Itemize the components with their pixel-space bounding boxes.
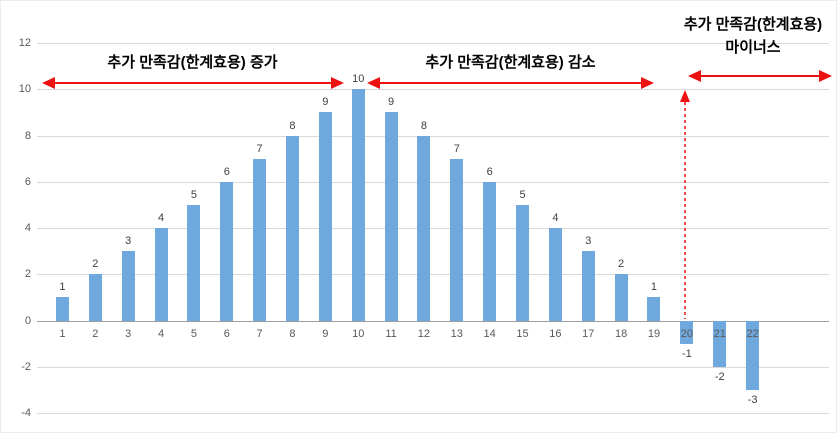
- x-axis-tick-label: 1: [59, 327, 66, 340]
- bar: [581, 251, 595, 321]
- bar: [187, 204, 201, 321]
- bar: [746, 320, 760, 390]
- bar-value-label: 9: [388, 96, 395, 109]
- bar-value-label: 3: [125, 235, 132, 248]
- x-axis-tick-label: 20: [680, 327, 693, 340]
- bar-value-label: 6: [223, 165, 230, 178]
- bar: [647, 297, 661, 321]
- annotation-increase-label: 추가 만족감(한계효용) 증가: [107, 54, 278, 71]
- bar-value-label: 6: [486, 165, 493, 178]
- y-axis-tick-label: 4: [24, 222, 31, 234]
- x-axis-tick-label: 3: [125, 327, 132, 340]
- bar: [614, 274, 628, 321]
- bar: [318, 112, 332, 321]
- x-axis-tick-label: 10: [352, 327, 365, 340]
- gridline: [37, 366, 829, 368]
- x-axis-tick-label: 19: [647, 327, 661, 340]
- gridline: [37, 181, 829, 183]
- bar-value-label: 2: [92, 258, 99, 271]
- x-axis-tick-label: 11: [385, 327, 397, 340]
- x-axis-tick-label: 14: [483, 327, 496, 340]
- bar: [55, 297, 69, 321]
- bar-value-label: 2: [618, 258, 625, 271]
- bar-value-label: 5: [190, 188, 197, 201]
- x-axis-tick-label: 7: [256, 327, 263, 340]
- bar: [88, 274, 102, 321]
- y-axis-tick-label: -2: [21, 360, 31, 373]
- bar: [680, 320, 694, 344]
- bar: [483, 181, 497, 321]
- x-axis-tick-label: 15: [516, 327, 529, 340]
- x-axis-tick-label: 9: [322, 327, 329, 340]
- bar: [713, 320, 727, 367]
- x-axis-line: [37, 320, 829, 322]
- x-axis-tick-label: 8: [289, 327, 296, 340]
- bar: [548, 228, 562, 321]
- bar-value-label: -2: [714, 370, 725, 383]
- bar-value-label: 4: [157, 212, 165, 224]
- y-axis-tick-label: 2: [24, 268, 31, 281]
- bar: [351, 89, 365, 321]
- bar: [253, 158, 267, 321]
- x-axis-tick-label: 22: [746, 327, 759, 340]
- x-axis-tick-label: 21: [713, 327, 726, 340]
- y-axis-tick-label: 0: [24, 314, 31, 327]
- bar-value-label: 8: [289, 119, 296, 132]
- bar-value-label: -1: [681, 347, 692, 360]
- x-axis-tick-label: 2: [92, 327, 99, 340]
- y-axis-tick-label: 10: [18, 83, 31, 96]
- bar-value-label: 7: [256, 142, 263, 155]
- bar-value-label: 1: [650, 281, 658, 294]
- bar: [417, 135, 431, 321]
- x-axis-tick-label: 12: [417, 327, 431, 340]
- bar-value-label: 7: [453, 142, 460, 155]
- x-axis-tick-label: 16: [549, 327, 562, 340]
- bar: [220, 181, 234, 321]
- bar-value-label: -3: [747, 393, 758, 406]
- bar: [121, 251, 135, 321]
- gridline: [37, 228, 829, 229]
- annotation-decrease-label: 추가 만족감(한계효용) 감소: [425, 54, 596, 71]
- annotation-minus-label: 추가 만족감(한계효용) 마이너스: [669, 13, 836, 60]
- x-axis-tick-label: 13: [450, 327, 463, 340]
- gridline: [37, 413, 829, 414]
- y-axis-tick-label: 12: [18, 37, 31, 49]
- x-axis-tick-label: 4: [157, 327, 165, 340]
- x-axis-tick-label: 6: [223, 327, 230, 340]
- y-axis-tick-label: -4: [21, 407, 31, 419]
- annotation-minus-line1: 추가 만족감(한계효용): [683, 16, 823, 33]
- bar-value-label: 10: [352, 73, 365, 86]
- y-axis-tick-label: 6: [24, 175, 31, 188]
- bar: [450, 158, 464, 321]
- x-axis-tick-label: 17: [582, 327, 595, 340]
- bar: [154, 228, 168, 321]
- bar-value-label: 3: [585, 235, 592, 248]
- bar-value-label: 1: [59, 281, 66, 294]
- gridline: [37, 135, 829, 137]
- bar-value-label: 4: [552, 212, 559, 224]
- bar: [516, 204, 530, 321]
- x-axis-tick-label: 18: [614, 327, 628, 340]
- bar: [384, 112, 398, 321]
- gridline: [37, 89, 829, 91]
- gridline: [37, 43, 829, 44]
- bar: [285, 135, 299, 321]
- y-axis-tick-label: 8: [24, 129, 31, 142]
- x-axis-tick-label: 5: [190, 327, 197, 340]
- bar-value-label: 9: [322, 96, 329, 109]
- gridline: [37, 274, 829, 276]
- annotation-minus-line2: 마이너스: [725, 39, 781, 57]
- bar-value-label: 5: [519, 188, 526, 201]
- bar-value-label: 8: [420, 119, 427, 132]
